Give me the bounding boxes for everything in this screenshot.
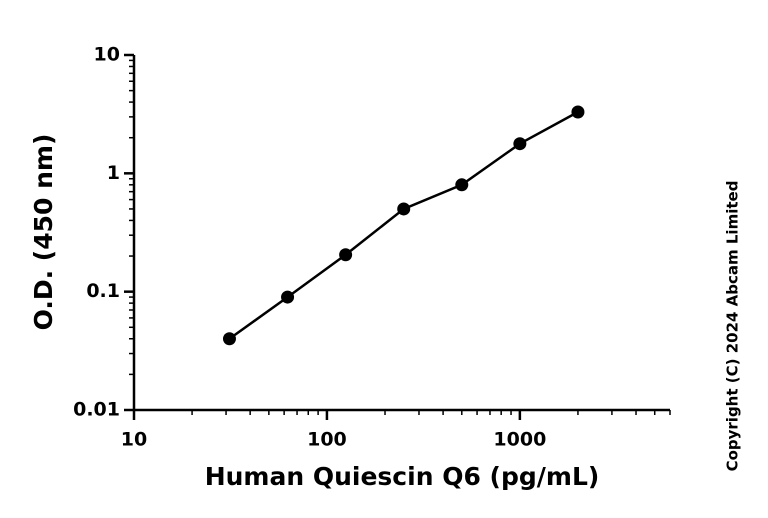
x-axis-title: Human Quiescin Q6 (pg/mL) — [205, 462, 600, 491]
y-tick-label: 0.1 — [86, 280, 120, 302]
point — [455, 178, 469, 192]
x-tick-label: 10 — [121, 429, 147, 451]
point — [222, 332, 236, 346]
y-tick-label: 10 — [94, 44, 120, 66]
copyright: Copyright (C) 2024 Abcam Limited — [724, 181, 742, 472]
y-axis-title: O.D. (450 nm) — [29, 134, 58, 331]
point — [397, 202, 411, 216]
point — [281, 290, 295, 304]
point — [339, 248, 353, 262]
point — [513, 137, 527, 151]
y-tick-label: 1 — [107, 162, 120, 184]
x-tick-label: 1000 — [493, 429, 546, 451]
point — [571, 105, 585, 119]
x-tick-label: 100 — [307, 429, 347, 451]
y-tick-label: 0.01 — [73, 399, 120, 421]
